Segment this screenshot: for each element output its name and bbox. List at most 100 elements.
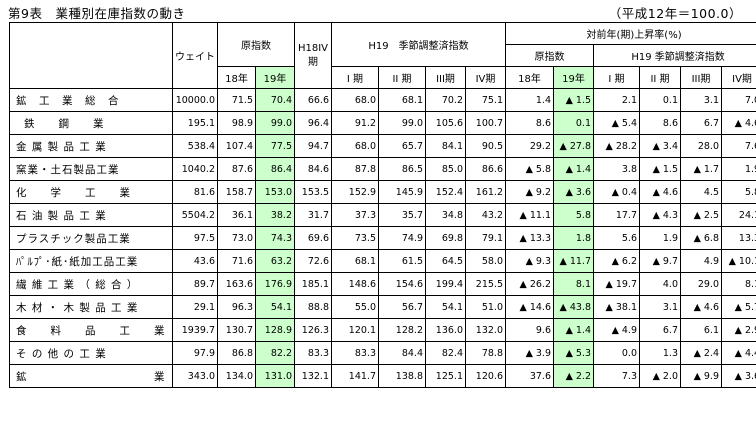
industry-name: 石 油 製 品 工 業 bbox=[9, 203, 173, 227]
cell-sa-q3: 70.2 bbox=[425, 88, 466, 112]
cell-h18iv: 185.1 bbox=[294, 272, 332, 296]
header-yoy-sa: H19 季節調整済指数 bbox=[592, 44, 756, 67]
table-row: プラスチック製品工業 97.5 73.0 74.3 69.6 73.5 74.9 69.8 79… bbox=[9, 226, 756, 250]
industry-name: ﾊﾟﾙﾌﾟ･紙･紙加工品工業 bbox=[9, 249, 173, 273]
cell-sa-q2: 35.7 bbox=[378, 203, 426, 227]
header-yoy-orig: 原指数 bbox=[505, 44, 594, 67]
cell-h18iv: 83.3 bbox=[294, 341, 332, 365]
header-q4: IV期 bbox=[465, 66, 506, 89]
cell-orig-19: 77.5 bbox=[255, 134, 295, 158]
cell-h18iv: 72.6 bbox=[294, 249, 332, 273]
cell-sa-q3: 54.1 bbox=[425, 295, 466, 319]
table-row: 鉄 鋼 業 195.1 98.9 99.0 96.4 91.2 99.0 105.6 100.7… bbox=[9, 111, 756, 135]
cell-yoy-q4: 1.9 bbox=[720, 157, 756, 181]
cell-yoy-19: ▲ 11.7 bbox=[553, 249, 594, 273]
cell-sa-q3: 152.4 bbox=[425, 180, 466, 204]
cell-h18iv: 94.7 bbox=[294, 134, 332, 158]
cell-orig-18: 163.6 bbox=[217, 272, 256, 296]
industry-name: 鉱 業 bbox=[9, 364, 173, 388]
cell-sa-q1: 148.6 bbox=[331, 272, 379, 296]
cell-yoy-q1: ▲ 38.1 bbox=[593, 295, 640, 319]
cell-yoy-q2: ▲ 4.3 bbox=[639, 203, 681, 227]
cell-yoy-q4: 8.1 bbox=[720, 272, 756, 296]
cell-orig-19: 70.4 bbox=[255, 88, 295, 112]
cell-sa-q1: 68.0 bbox=[331, 134, 379, 158]
cell-yoy-q3: ▲ 9.9 bbox=[680, 364, 722, 388]
cell-yoy-q1: ▲ 28.2 bbox=[593, 134, 640, 158]
cell-yoy-q1: ▲ 19.7 bbox=[593, 272, 640, 296]
cell-orig-18: 71.5 bbox=[217, 88, 256, 112]
header-y18: 18年 bbox=[217, 66, 256, 89]
cell-yoy-18: ▲ 9.2 bbox=[505, 180, 554, 204]
table-row: そ の 他 の 工 業 97.9 86.8 82.2 83.3 83.3 84.4 82.4 7… bbox=[9, 341, 756, 365]
cell-sa-q3: 105.6 bbox=[425, 111, 466, 135]
cell-yoy-18: ▲ 13.3 bbox=[505, 226, 554, 250]
cell-orig-19: 38.2 bbox=[255, 203, 295, 227]
cell-sa-q4: 215.5 bbox=[465, 272, 506, 296]
cell-yoy-18: ▲ 3.9 bbox=[505, 341, 554, 365]
header-yoy-q3: III期 bbox=[680, 66, 722, 89]
cell-orig-18: 86.8 bbox=[217, 341, 256, 365]
cell-yoy-q4: ▲ 10.1 bbox=[720, 249, 756, 273]
header-weight: ウェイト bbox=[172, 22, 218, 89]
cell-weight: 97.5 bbox=[172, 226, 218, 250]
cell-sa-q4: 132.0 bbox=[465, 318, 506, 342]
industry-name: そ の 他 の 工 業 bbox=[9, 341, 173, 365]
cell-orig-19: 131.0 bbox=[255, 364, 295, 388]
cell-sa-q1: 37.3 bbox=[331, 203, 379, 227]
industry-name: 木 材 ・ 木 製 品 工 業 bbox=[9, 295, 173, 319]
cell-orig-18: 87.6 bbox=[217, 157, 256, 181]
cell-sa-q1: 68.1 bbox=[331, 249, 379, 273]
header-h18iv: H18IV期 bbox=[294, 22, 332, 89]
cell-sa-q3: 69.8 bbox=[425, 226, 466, 250]
cell-sa-q1: 73.5 bbox=[331, 226, 379, 250]
base-year-note: （平成12年＝100.0） bbox=[608, 6, 742, 21]
cell-yoy-q4: ▲ 4.4 bbox=[720, 341, 756, 365]
table-body: 鉱 工 業 総 合 10000.0 71.5 70.4 66.6 68.0 68.1 70.2… bbox=[9, 88, 756, 388]
cell-sa-q2: 154.6 bbox=[378, 272, 426, 296]
cell-weight: 1040.2 bbox=[172, 157, 218, 181]
header-q3: III期 bbox=[425, 66, 466, 89]
cell-sa-q3: 84.1 bbox=[425, 134, 466, 158]
cell-sa-q2: 56.7 bbox=[378, 295, 426, 319]
cell-orig-18: 36.1 bbox=[217, 203, 256, 227]
cell-weight: 29.1 bbox=[172, 295, 218, 319]
cell-sa-q3: 199.4 bbox=[425, 272, 466, 296]
cell-yoy-q3: ▲ 4.6 bbox=[680, 295, 722, 319]
cell-sa-q4: 90.5 bbox=[465, 134, 506, 158]
cell-yoy-q3: 3.1 bbox=[680, 88, 722, 112]
cell-sa-q4: 79.1 bbox=[465, 226, 506, 250]
cell-yoy-18: ▲ 11.1 bbox=[505, 203, 554, 227]
table-row: ﾊﾟﾙﾌﾟ･紙･紙加工品工業 43.6 71.6 63.2 72.6 68.1 61.5 64… bbox=[9, 249, 756, 273]
cell-orig-19: 99.0 bbox=[255, 111, 295, 135]
industry-name: 鉱 工 業 総 合 bbox=[9, 88, 173, 112]
industry-name: 繊 維 工 業 （ 総 合 ） bbox=[9, 272, 173, 296]
cell-sa-q4: 78.8 bbox=[465, 341, 506, 365]
cell-orig-18: 134.0 bbox=[217, 364, 256, 388]
cell-yoy-q4: ▲ 2.9 bbox=[720, 318, 756, 342]
cell-yoy-q3: ▲ 6.8 bbox=[680, 226, 722, 250]
header-h19-sa: H19 季節調整済指数 bbox=[331, 22, 506, 67]
cell-h18iv: 88.8 bbox=[294, 295, 332, 319]
cell-yoy-q4: 13.3 bbox=[720, 226, 756, 250]
table-row: 化 学 工 業 81.6 158.7 153.0 153.5 152.9 145.9 152.… bbox=[9, 180, 756, 204]
cell-h18iv: 84.6 bbox=[294, 157, 332, 181]
header-q1: I 期 bbox=[331, 66, 379, 89]
cell-yoy-19: ▲ 3.6 bbox=[553, 180, 594, 204]
industry-name: 鉄 鋼 業 bbox=[9, 111, 173, 135]
cell-h18iv: 132.1 bbox=[294, 364, 332, 388]
cell-yoy-q2: 6.7 bbox=[639, 318, 681, 342]
cell-yoy-q2: ▲ 9.7 bbox=[639, 249, 681, 273]
cell-weight: 43.6 bbox=[172, 249, 218, 273]
cell-sa-q2: 84.4 bbox=[378, 341, 426, 365]
cell-yoy-19: ▲ 43.8 bbox=[553, 295, 594, 319]
industry-name: 化 学 工 業 bbox=[9, 180, 173, 204]
cell-sa-q1: 120.1 bbox=[331, 318, 379, 342]
cell-sa-q4: 100.7 bbox=[465, 111, 506, 135]
cell-yoy-q3: 28.0 bbox=[680, 134, 722, 158]
cell-orig-19: 128.9 bbox=[255, 318, 295, 342]
table-row: 鉱 業 343.0 134.0 131.0 132.1 141.7 138.8 125.1 12… bbox=[9, 364, 756, 388]
cell-yoy-19: ▲ 1.5 bbox=[553, 88, 594, 112]
cell-sa-q1: 55.0 bbox=[331, 295, 379, 319]
cell-sa-q3: 136.0 bbox=[425, 318, 466, 342]
